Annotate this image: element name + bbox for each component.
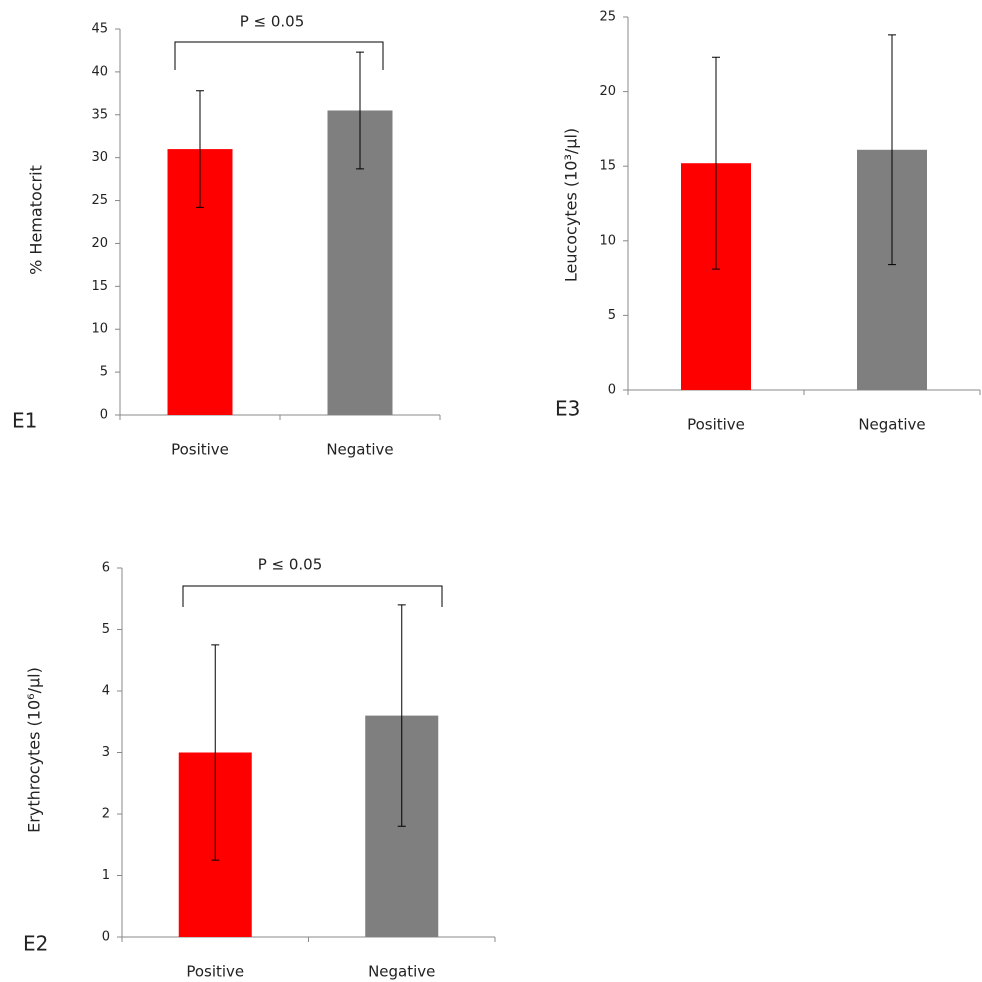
y-tick-label: 0 bbox=[102, 930, 110, 945]
y-tick-label: 15 bbox=[599, 159, 616, 174]
x-tick-label: Negative bbox=[368, 963, 435, 981]
y-axis-label: % Hematocrit bbox=[27, 165, 46, 275]
y-tick-label: 1 bbox=[102, 868, 110, 883]
y-axis-label: Leucocytes (10³/μl) bbox=[562, 128, 581, 282]
x-tick-label: Positive bbox=[687, 416, 745, 434]
y-tick-label: 10 bbox=[91, 322, 108, 337]
y-tick-label: 15 bbox=[91, 279, 108, 294]
y-tick-label: 0 bbox=[608, 383, 616, 398]
y-tick-label: 25 bbox=[599, 10, 616, 25]
figure: 051015202530354045PositiveNegative% Hema… bbox=[0, 0, 982, 982]
annotation: P ≤ 0.05 bbox=[258, 556, 323, 574]
y-tick-label: 35 bbox=[91, 107, 108, 122]
x-tick-label: Negative bbox=[858, 416, 925, 434]
y-tick-label: 25 bbox=[91, 193, 108, 208]
y-tick-label: 5 bbox=[608, 308, 616, 323]
y-tick-label: 40 bbox=[91, 64, 108, 79]
panel-label: E3 bbox=[555, 397, 580, 421]
y-tick-label: 30 bbox=[91, 150, 108, 165]
panel-label: E2 bbox=[23, 932, 48, 956]
y-tick-label: 10 bbox=[599, 233, 616, 248]
x-tick-label: Positive bbox=[186, 963, 244, 981]
annotation: P ≤ 0.05 bbox=[240, 13, 305, 31]
y-tick-label: 5 bbox=[102, 622, 110, 637]
y-tick-label: 6 bbox=[102, 561, 110, 576]
significance-bracket bbox=[175, 42, 383, 70]
y-tick-label: 0 bbox=[100, 408, 108, 423]
y-tick-label: 20 bbox=[599, 84, 616, 99]
y-axis-label: Erythrocytes (10⁶/μl) bbox=[25, 667, 44, 833]
panel-label: E1 bbox=[12, 409, 37, 433]
y-tick-label: 3 bbox=[102, 745, 110, 760]
y-tick-label: 5 bbox=[100, 365, 108, 380]
x-tick-label: Negative bbox=[326, 441, 393, 459]
significance-bracket bbox=[183, 586, 442, 607]
x-tick-label: Positive bbox=[171, 441, 229, 459]
y-tick-label: 4 bbox=[102, 684, 110, 699]
y-tick-label: 20 bbox=[91, 236, 108, 251]
y-tick-label: 45 bbox=[91, 22, 108, 37]
y-tick-label: 2 bbox=[102, 807, 110, 822]
